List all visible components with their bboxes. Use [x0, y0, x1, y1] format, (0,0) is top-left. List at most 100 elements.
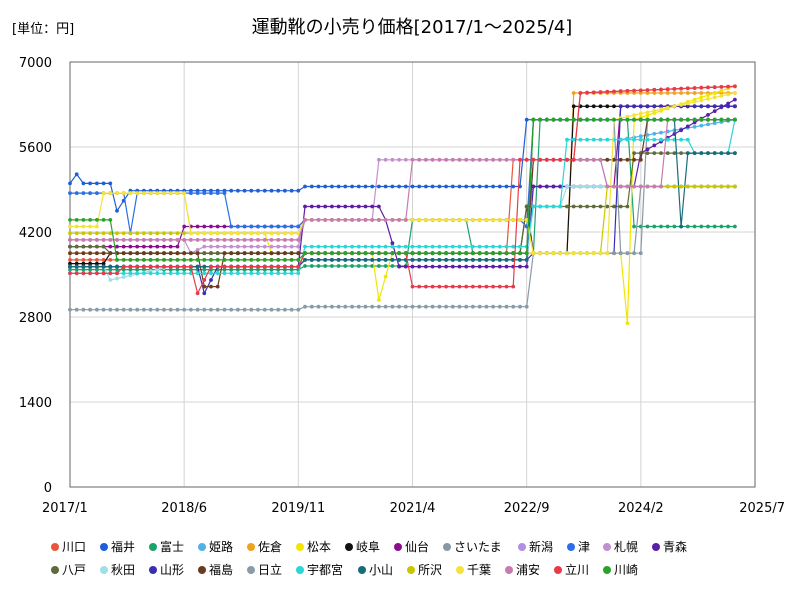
data-point	[403, 244, 408, 249]
data-point	[148, 244, 153, 249]
data-point	[289, 307, 294, 312]
data-point	[68, 307, 72, 312]
data-point	[343, 264, 348, 268]
data-point	[74, 244, 79, 249]
data-point	[95, 251, 99, 256]
data-point	[410, 258, 415, 262]
data-point	[215, 258, 220, 262]
data-point	[424, 284, 428, 289]
data-point	[538, 184, 542, 189]
data-point	[283, 267, 287, 272]
data-point	[504, 264, 509, 269]
data-point	[733, 184, 737, 189]
data-point	[504, 218, 509, 222]
data-point	[484, 251, 489, 256]
data-point	[142, 264, 146, 269]
data-point	[524, 117, 529, 122]
data-point	[444, 284, 448, 289]
data-point	[95, 191, 99, 196]
data-point	[578, 184, 583, 189]
data-point	[323, 258, 328, 262]
data-point	[430, 251, 435, 256]
data-point	[457, 157, 462, 162]
data-point	[236, 231, 240, 236]
data-point	[74, 238, 79, 242]
data-point	[242, 271, 247, 276]
data-point	[108, 264, 113, 269]
data-point	[88, 191, 92, 196]
data-point	[370, 304, 375, 309]
data-point	[242, 258, 247, 262]
data-point	[303, 264, 307, 268]
data-point	[289, 251, 294, 256]
data-point	[484, 157, 489, 162]
data-point	[531, 251, 536, 256]
data-point	[269, 267, 274, 272]
data-point	[390, 218, 395, 222]
data-point	[88, 244, 92, 249]
data-point	[336, 204, 341, 209]
data-point	[471, 218, 475, 222]
data-point	[605, 204, 610, 209]
data-point	[605, 184, 610, 189]
data-point	[679, 151, 683, 156]
data-point	[175, 238, 180, 242]
data-point	[276, 224, 281, 229]
data-point	[135, 191, 140, 196]
data-point	[450, 251, 455, 256]
data-point	[101, 307, 106, 312]
data-point	[726, 84, 730, 89]
series-18	[68, 184, 737, 312]
data-point	[477, 284, 482, 289]
data-point	[726, 117, 730, 122]
data-point	[283, 307, 287, 312]
legend-marker	[100, 543, 108, 551]
data-point	[444, 258, 448, 262]
data-point	[618, 117, 623, 122]
data-point	[283, 238, 287, 242]
data-point	[242, 188, 247, 193]
data-point	[638, 111, 643, 116]
data-point	[578, 204, 583, 209]
data-point	[719, 104, 724, 109]
data-point	[410, 184, 415, 189]
data-point	[645, 113, 650, 118]
data-point	[128, 238, 133, 242]
data-point	[182, 271, 187, 276]
data-point	[330, 218, 334, 222]
data-point	[283, 264, 287, 269]
data-point	[276, 307, 281, 312]
data-point	[578, 91, 583, 95]
data-point	[101, 244, 106, 249]
data-point	[296, 271, 301, 276]
data-point	[518, 258, 522, 262]
legend-item: 新潟	[518, 539, 553, 554]
data-point	[95, 264, 99, 269]
data-point	[511, 157, 516, 162]
data-point	[377, 264, 381, 268]
data-point	[518, 157, 522, 162]
data-point	[612, 204, 616, 209]
data-point	[269, 271, 274, 276]
data-point	[249, 238, 254, 242]
data-point	[625, 157, 630, 162]
data-point	[330, 251, 334, 256]
data-point	[101, 231, 106, 236]
data-point	[168, 307, 173, 312]
data-point	[370, 218, 375, 222]
data-point	[316, 184, 321, 189]
data-point	[283, 224, 287, 229]
data-point	[410, 244, 415, 249]
data-point	[74, 307, 79, 312]
data-point	[108, 271, 113, 276]
legend-marker	[198, 543, 206, 551]
data-point	[115, 191, 119, 196]
data-point	[645, 184, 650, 189]
data-point	[679, 86, 683, 91]
data-point	[262, 224, 267, 229]
data-point	[363, 204, 368, 209]
data-point	[733, 117, 737, 122]
data-point	[168, 264, 173, 269]
data-point	[665, 105, 670, 110]
